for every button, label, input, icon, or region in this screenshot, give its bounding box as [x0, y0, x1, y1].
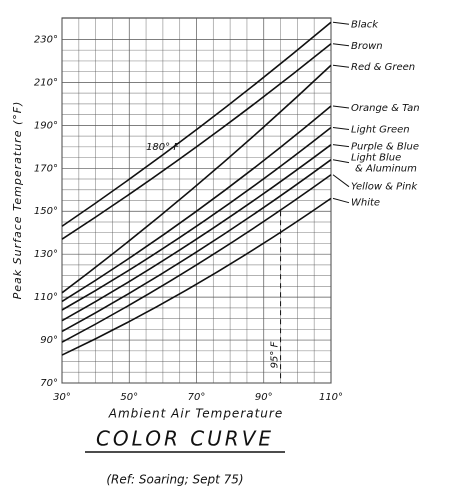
x-axis-label: Ambient Air Temperature	[108, 407, 283, 421]
legend-arrow	[332, 159, 350, 164]
legend-label: White	[351, 198, 380, 209]
y-tick-label: 90°	[40, 335, 58, 346]
y-tick-label: 230°	[34, 34, 58, 45]
legend-arrow	[332, 197, 350, 204]
curve	[61, 64, 332, 294]
curve	[61, 144, 332, 322]
y-tick-label: 70°	[40, 378, 58, 389]
legend-arrow	[332, 144, 350, 148]
y-tick-label: 190°	[34, 120, 58, 131]
x-tick-label: 70°	[188, 392, 206, 403]
annotation: 180° F	[146, 142, 179, 153]
y-tick-label: 210°	[34, 77, 58, 88]
legend-label: Orange & Tan	[351, 103, 420, 114]
legend-arrow	[332, 174, 350, 188]
annotation: 95° F	[270, 341, 281, 368]
chart-subtitle: (Ref: Soaring; Sept 75)	[106, 473, 243, 487]
curve	[61, 126, 332, 311]
x-tick-label: 50°	[120, 392, 138, 403]
curve	[61, 197, 332, 356]
legend-label: Black	[351, 19, 379, 30]
y-tick-label: 150°	[34, 206, 58, 217]
x-tick-label: 30°	[53, 392, 71, 403]
y-tick-label: 110°	[34, 292, 58, 303]
x-tick-label: 90°	[255, 392, 273, 403]
legend-arrow	[332, 127, 350, 130]
legend-label: Brown	[351, 41, 383, 52]
curve	[61, 43, 332, 240]
curve	[61, 105, 332, 303]
legend-arrow	[332, 43, 350, 47]
chart-title: COLOR CURVE	[96, 427, 274, 451]
curve	[61, 174, 332, 343]
y-axis-label: Peak Surface Temperature (°F)	[11, 101, 24, 300]
y-tick-label: 170°	[34, 163, 58, 174]
y-tick-label: 130°	[34, 249, 58, 260]
legend-label: Light Blue & Aluminum	[351, 153, 417, 175]
curve	[61, 159, 332, 333]
legend-label: Light Green	[351, 125, 410, 136]
x-tick-label: 110°	[319, 392, 343, 403]
legend-label: Red & Green	[351, 62, 415, 73]
legend-label: Yellow & Pink	[351, 182, 418, 193]
curve	[61, 21, 332, 227]
legend-arrow	[332, 64, 350, 68]
legend-arrow	[332, 21, 350, 25]
legend-label: Purple & Blue	[351, 142, 419, 153]
legend-arrow	[332, 105, 350, 109]
